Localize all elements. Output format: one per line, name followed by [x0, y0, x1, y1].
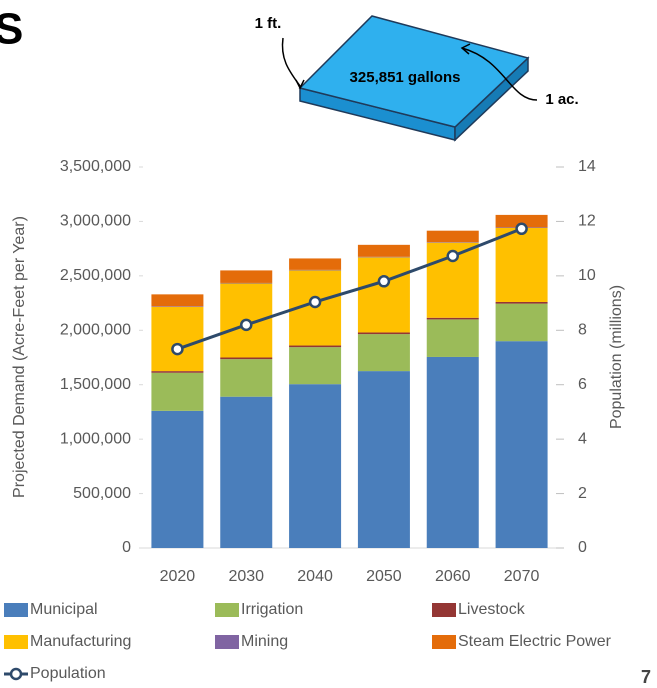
y2-tick-label: 8 — [578, 322, 587, 339]
arrow-head — [295, 79, 305, 90]
box-top — [298, 15, 530, 128]
volume-label: 325,851 gallons — [350, 69, 461, 86]
bar-segment — [289, 384, 342, 548]
page-number: 7 — [641, 667, 651, 687]
legend-swatch — [215, 603, 239, 617]
legend-swatch — [4, 635, 28, 649]
height-arrow — [281, 37, 301, 87]
bar-segment — [495, 341, 548, 548]
population-marker — [515, 222, 528, 236]
bar-segment — [495, 303, 548, 342]
legend-swatch — [432, 635, 456, 649]
bar-segment — [426, 356, 479, 548]
y-tick-label: 1,500,000 — [60, 376, 131, 393]
y2-axis-label: Population (millions) — [608, 285, 625, 429]
y2-tick-label: 6 — [578, 376, 587, 393]
legend-label: Steam Electric Power — [458, 633, 612, 650]
population-line — [176, 227, 523, 351]
x-tick-label: 2050 — [366, 568, 402, 585]
bar-segment — [220, 357, 273, 360]
population-marker — [446, 249, 459, 263]
legend-label: Mining — [241, 633, 288, 650]
legend-label: Irrigation — [241, 601, 303, 618]
bar-segment — [220, 359, 273, 397]
y2-tick-label: 2 — [578, 485, 587, 502]
bar-segment — [151, 294, 204, 307]
y2-tick-label: 10 — [578, 267, 596, 284]
bar-segment — [357, 256, 410, 258]
height-label: 1 ft. — [255, 15, 282, 32]
population-marker — [171, 342, 184, 356]
x-tick-label: 2040 — [297, 568, 333, 585]
bar-segment — [426, 242, 479, 243]
arrow-head — [460, 43, 471, 55]
y-tick-label: 3,500,000 — [60, 158, 131, 175]
bar-segment — [357, 332, 410, 335]
legend-swatch — [215, 635, 239, 649]
bar-segment — [357, 334, 410, 372]
bar-segment — [289, 258, 342, 270]
y-tick-label: 3,000,000 — [60, 213, 131, 230]
title-fragment: S — [0, 5, 23, 54]
bar-segment — [495, 214, 548, 228]
bar-segment — [220, 396, 273, 548]
legend-swatch — [432, 603, 456, 617]
bar-segment — [151, 372, 204, 411]
legend-swatch — [4, 603, 28, 617]
bar-segment — [495, 301, 548, 304]
y-tick-label: 0 — [122, 539, 131, 556]
bar-segment — [289, 347, 342, 385]
bar-segment — [289, 269, 342, 271]
bar-segment — [151, 306, 204, 307]
bar-segment — [220, 270, 273, 283]
bar-segment — [289, 345, 342, 348]
y-tick-label: 500,000 — [73, 485, 131, 502]
bar-segment — [426, 317, 479, 320]
bar-segment — [357, 244, 410, 257]
y-tick-label: 1,000,000 — [60, 430, 131, 447]
bar-segment — [426, 230, 479, 243]
y-tick-label: 2,000,000 — [60, 322, 131, 339]
bar-segment — [220, 282, 273, 284]
y2-tick-label: 4 — [578, 430, 587, 447]
bar-segment — [151, 371, 204, 373]
y2-tick-label: 0 — [578, 539, 587, 556]
y-axis-label: Projected Demand (Acre-Feet per Year) — [11, 216, 28, 498]
x-tick-label: 2060 — [435, 568, 471, 585]
area-label: 1 ac. — [545, 91, 578, 108]
bar-segment — [426, 319, 479, 357]
y-tick-label: 2,500,000 — [60, 267, 131, 284]
legend-label: Municipal — [30, 601, 98, 618]
bar-segment — [151, 306, 204, 372]
bar-segment — [495, 227, 548, 302]
x-tick-label: 2030 — [228, 568, 264, 585]
x-tick-label: 2020 — [160, 568, 196, 585]
population-marker — [308, 295, 322, 309]
bar-segment — [151, 410, 204, 548]
legend-label: Livestock — [458, 601, 526, 618]
legend-marker — [9, 667, 23, 681]
x-tick-label: 2070 — [504, 568, 540, 585]
y2-tick-label: 14 — [578, 158, 596, 175]
legend-label: Population — [30, 665, 106, 682]
area-arrow — [461, 47, 538, 101]
legend-label: Manufacturing — [30, 633, 131, 650]
bar-segment — [357, 257, 410, 333]
acre-foot-diagram: 325,851 gallons 1 ft. 1 ac. — [255, 15, 579, 142]
population-marker — [240, 318, 253, 332]
population-marker — [377, 275, 391, 288]
bar-segment — [357, 371, 410, 548]
y2-tick-label: 12 — [578, 213, 596, 230]
